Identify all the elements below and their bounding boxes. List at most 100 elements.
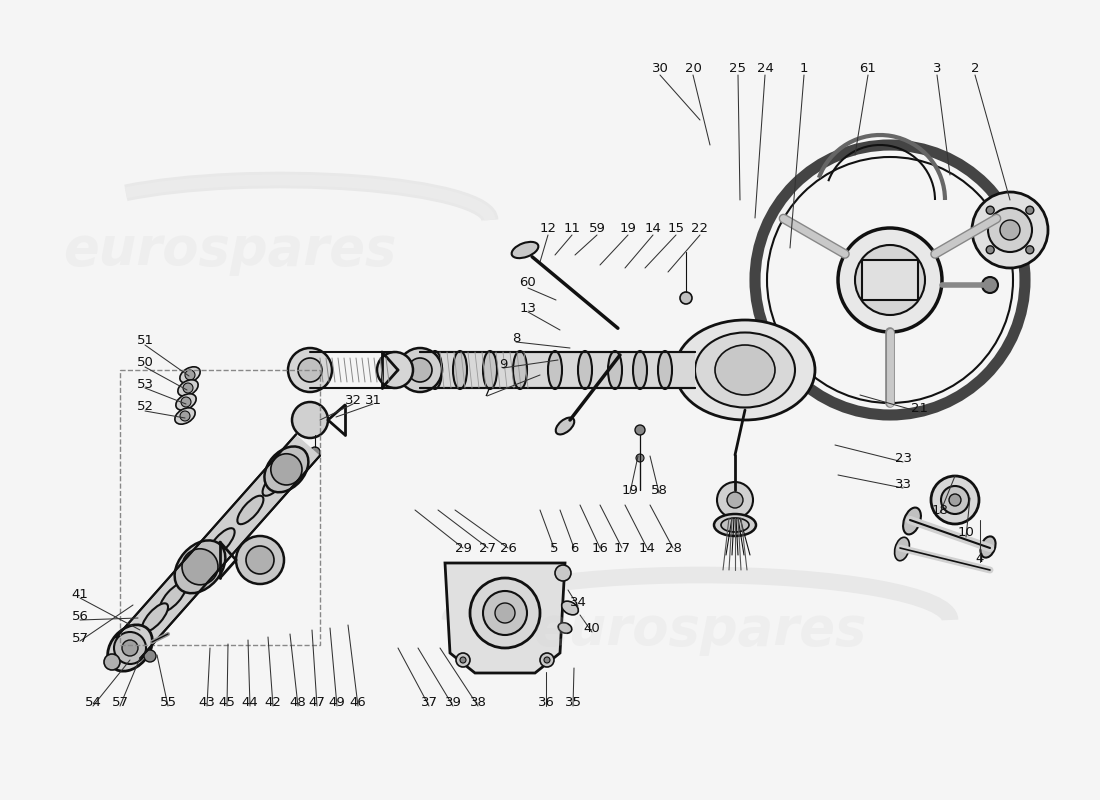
Polygon shape — [420, 352, 695, 388]
Text: 34: 34 — [570, 595, 586, 609]
Text: 56: 56 — [72, 610, 88, 623]
Text: 57: 57 — [72, 631, 88, 645]
Text: 4: 4 — [976, 551, 984, 565]
Text: 14: 14 — [639, 542, 656, 554]
Text: 43: 43 — [199, 697, 216, 710]
Circle shape — [298, 358, 322, 382]
Text: 24: 24 — [757, 62, 773, 74]
Text: eurospares: eurospares — [534, 604, 867, 656]
Text: 32: 32 — [344, 394, 362, 406]
Text: 60: 60 — [519, 275, 537, 289]
Ellipse shape — [175, 540, 226, 594]
Ellipse shape — [108, 625, 153, 671]
Circle shape — [636, 454, 644, 462]
Text: 54: 54 — [85, 697, 101, 710]
Text: 37: 37 — [420, 697, 438, 710]
Text: 2: 2 — [970, 62, 979, 74]
Circle shape — [310, 447, 320, 457]
Ellipse shape — [264, 446, 308, 492]
Text: 19: 19 — [619, 222, 637, 234]
Circle shape — [931, 476, 979, 524]
Ellipse shape — [558, 622, 572, 634]
Ellipse shape — [513, 351, 527, 389]
Circle shape — [940, 486, 969, 514]
Text: 36: 36 — [538, 697, 554, 710]
Text: 52: 52 — [136, 401, 154, 414]
Circle shape — [982, 277, 998, 293]
Bar — [120, 370, 320, 645]
Text: 11: 11 — [563, 222, 581, 234]
Ellipse shape — [238, 496, 263, 524]
Ellipse shape — [894, 538, 910, 561]
Ellipse shape — [453, 351, 468, 389]
Ellipse shape — [675, 320, 815, 420]
Text: 50: 50 — [136, 355, 153, 369]
Text: 44: 44 — [242, 697, 258, 710]
Circle shape — [377, 352, 412, 388]
Circle shape — [182, 549, 218, 585]
Text: 18: 18 — [932, 503, 948, 517]
Circle shape — [988, 208, 1032, 252]
Text: 35: 35 — [564, 697, 582, 710]
Text: 58: 58 — [650, 483, 668, 497]
Text: 9: 9 — [498, 358, 507, 371]
Text: 29: 29 — [454, 542, 472, 554]
Circle shape — [987, 246, 994, 254]
Circle shape — [556, 565, 571, 581]
Text: 17: 17 — [614, 542, 630, 554]
Text: 42: 42 — [265, 697, 282, 710]
Text: 3: 3 — [933, 62, 942, 74]
Circle shape — [1026, 246, 1034, 254]
Ellipse shape — [180, 367, 200, 383]
Circle shape — [408, 358, 432, 382]
Text: 21: 21 — [912, 402, 928, 414]
Text: 39: 39 — [444, 697, 461, 710]
Ellipse shape — [562, 601, 579, 615]
Circle shape — [236, 536, 284, 584]
Ellipse shape — [175, 408, 195, 424]
Text: 25: 25 — [729, 62, 747, 74]
Circle shape — [183, 383, 192, 393]
Ellipse shape — [980, 536, 996, 558]
Circle shape — [1000, 220, 1020, 240]
Circle shape — [495, 603, 515, 623]
Text: 7: 7 — [483, 386, 492, 399]
Text: 8: 8 — [512, 331, 520, 345]
Text: 59: 59 — [588, 222, 605, 234]
Text: 49: 49 — [329, 697, 345, 710]
Text: 5: 5 — [550, 542, 558, 554]
Polygon shape — [446, 563, 565, 673]
Text: 31: 31 — [364, 394, 382, 406]
Ellipse shape — [160, 583, 186, 611]
Ellipse shape — [715, 345, 775, 395]
Circle shape — [456, 653, 470, 667]
Ellipse shape — [658, 351, 672, 389]
Circle shape — [180, 411, 190, 421]
Circle shape — [288, 348, 332, 392]
Circle shape — [838, 228, 942, 332]
Circle shape — [271, 454, 303, 485]
Text: 30: 30 — [651, 62, 669, 74]
Text: 47: 47 — [309, 697, 326, 710]
Ellipse shape — [903, 507, 921, 534]
Ellipse shape — [209, 528, 234, 557]
Text: 23: 23 — [894, 451, 912, 465]
Circle shape — [680, 292, 692, 304]
Text: 15: 15 — [668, 222, 684, 234]
Circle shape — [1026, 206, 1034, 214]
Circle shape — [398, 348, 442, 392]
Circle shape — [727, 492, 742, 508]
Circle shape — [540, 653, 554, 667]
Text: 26: 26 — [499, 542, 516, 554]
Text: 22: 22 — [692, 222, 708, 234]
Ellipse shape — [578, 351, 592, 389]
Ellipse shape — [548, 351, 562, 389]
Ellipse shape — [178, 380, 198, 396]
Ellipse shape — [632, 351, 647, 389]
Text: eurospares: eurospares — [64, 224, 397, 276]
Text: 61: 61 — [859, 62, 877, 74]
Ellipse shape — [142, 603, 168, 632]
Text: 12: 12 — [539, 222, 557, 234]
Text: 27: 27 — [480, 542, 496, 554]
Ellipse shape — [263, 467, 288, 496]
